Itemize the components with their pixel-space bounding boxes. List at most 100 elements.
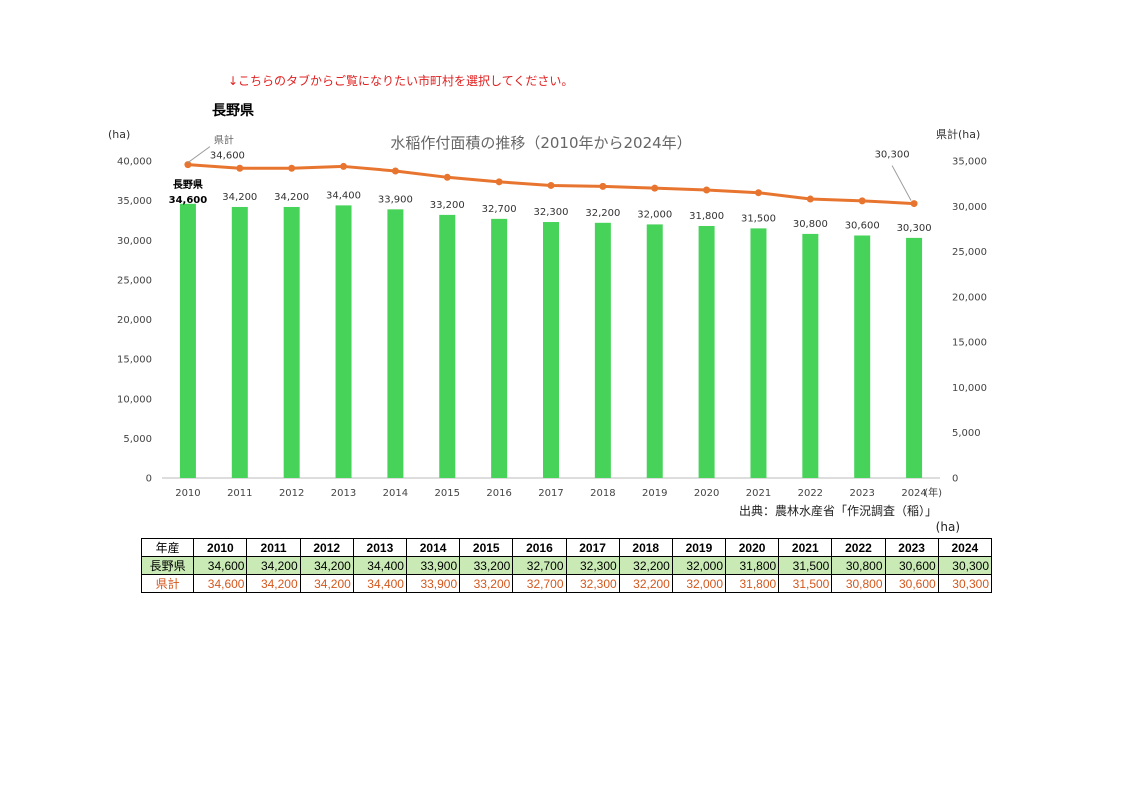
x-axis-unit: (年) bbox=[924, 486, 942, 499]
table-cell: 32,300 bbox=[565, 574, 620, 593]
right-axis-tick-label: 30,000 bbox=[952, 202, 987, 213]
line-last-leader bbox=[891, 165, 912, 201]
table-year-header: 2012 bbox=[299, 538, 354, 557]
table-cell: 32,000 bbox=[671, 556, 727, 575]
bar-first-value-label: 34,600 bbox=[169, 195, 208, 206]
right-axis-tick-label: 0 bbox=[952, 474, 958, 485]
line-point-2017 bbox=[547, 181, 555, 189]
bar-2010 bbox=[179, 203, 196, 479]
prefecture-title: 長野県 bbox=[212, 103, 254, 119]
line-point-2011 bbox=[236, 164, 244, 172]
area-trend-chart: 水稲作付面積の推移（2010年から2024年） (ha) 県計(ha) 0 5,000 1… bbox=[108, 127, 987, 499]
table-year-header: 2010 bbox=[193, 538, 248, 557]
table-cell: 31,800 bbox=[725, 556, 780, 575]
table-year-header: 2018 bbox=[618, 538, 673, 557]
line-point-2010 bbox=[184, 161, 192, 169]
x-axis-tick-label: 2018 bbox=[590, 488, 615, 499]
right-axis-unit: 県計(ha) bbox=[936, 127, 980, 141]
table-cell: 30,600 bbox=[884, 574, 939, 593]
table-cell: 30,800 bbox=[831, 574, 886, 593]
x-axis-tick-label: 2020 bbox=[694, 488, 719, 499]
line-series-leader bbox=[187, 146, 211, 164]
left-axis-tick-label: 20,000 bbox=[117, 315, 152, 326]
table-cell: 32,700 bbox=[512, 556, 567, 575]
table-cell: 34,200 bbox=[246, 556, 301, 575]
x-axis-tick-label: 2017 bbox=[538, 488, 563, 499]
bar-2023 bbox=[854, 235, 871, 478]
left-axis-tick-label: 40,000 bbox=[117, 157, 152, 168]
table-cell: 31,800 bbox=[725, 574, 780, 593]
table-cell: 34,200 bbox=[299, 556, 354, 575]
right-axis-tick-label: 10,000 bbox=[952, 383, 987, 394]
select-tab-notice: ↓こちらのタブからご覧になりたい市町村を選択してください。 bbox=[228, 74, 574, 88]
right-axis-tick-label: 5,000 bbox=[952, 428, 981, 439]
table-cell: 30,300 bbox=[937, 574, 993, 593]
data-source: 出典：農林水産省「作況調査（稲）」 bbox=[738, 504, 937, 518]
table-cell: 30,300 bbox=[937, 556, 993, 575]
table-cell: 31,500 bbox=[778, 574, 833, 593]
bar-data-label: 30,600 bbox=[845, 220, 880, 231]
right-axis-tick-label: 25,000 bbox=[952, 247, 987, 258]
line-point-2013 bbox=[340, 162, 348, 170]
table-cell: 33,200 bbox=[459, 574, 514, 593]
x-axis-tick-label: 2023 bbox=[849, 488, 874, 499]
x-axis-tick-label: 2021 bbox=[746, 488, 771, 499]
left-axis-tick-label: 25,000 bbox=[117, 275, 152, 286]
left-axis-tick-label: 10,000 bbox=[117, 394, 152, 405]
table-year-header: 2020 bbox=[725, 538, 780, 557]
x-axis-tick-label: 2015 bbox=[435, 488, 460, 499]
bar-2021 bbox=[750, 228, 767, 478]
table-cell: 34,600 bbox=[193, 556, 248, 575]
bar-data-label: 31,500 bbox=[741, 213, 776, 224]
left-axis-tick-label: 30,000 bbox=[117, 236, 152, 247]
left-axis-tick-label: 5,000 bbox=[123, 434, 152, 445]
table-year-header: 2015 bbox=[459, 538, 514, 557]
x-axis-tick-label: 2012 bbox=[279, 488, 304, 499]
table-cell: 34,200 bbox=[246, 574, 301, 593]
line-point-2016 bbox=[495, 178, 503, 186]
table-cell: 34,400 bbox=[352, 574, 407, 593]
bar-data-label: 34,200 bbox=[222, 192, 257, 203]
bar-data-label: 30,300 bbox=[897, 223, 932, 234]
table-body: 長野県 34,600 34,200 34,200 34,400 33,900 33,200 3… bbox=[140, 556, 993, 593]
table-row-label: 長野県 bbox=[140, 556, 195, 575]
bar-2020 bbox=[698, 225, 715, 478]
table-year-header: 2019 bbox=[671, 538, 727, 557]
x-axis-tick-label: 2016 bbox=[486, 488, 511, 499]
line-series-name-label: 県計 bbox=[214, 134, 234, 147]
table-header-label: 年産 bbox=[140, 538, 195, 557]
line-point-2020 bbox=[703, 186, 711, 194]
x-axis-tick-label: 2014 bbox=[383, 488, 408, 499]
bar-data-label: 32,000 bbox=[637, 209, 672, 220]
x-axis-tick-label: 2011 bbox=[227, 488, 252, 499]
table-cell: 33,900 bbox=[405, 574, 461, 593]
table-cell: 34,600 bbox=[193, 574, 248, 593]
bar-2018 bbox=[594, 222, 611, 478]
bar-2019 bbox=[646, 224, 663, 478]
line-point-2014 bbox=[391, 167, 399, 175]
bar-2013 bbox=[335, 205, 352, 478]
bar-2022 bbox=[802, 233, 819, 478]
left-axis-tick-label: 35,000 bbox=[117, 196, 152, 207]
table-year-header: 2023 bbox=[884, 538, 939, 557]
table-cell: 32,300 bbox=[565, 556, 620, 575]
table-cell: 32,200 bbox=[618, 574, 673, 593]
table-cell: 32,200 bbox=[618, 556, 673, 575]
bar-2016 bbox=[491, 218, 508, 479]
bar-data-label: 33,900 bbox=[378, 194, 413, 205]
line-point-2024 bbox=[910, 200, 918, 208]
bar-data-label: 30,800 bbox=[793, 219, 828, 230]
table-cell: 31,500 bbox=[778, 556, 833, 575]
bar-data-label: 31,800 bbox=[689, 211, 724, 222]
bar-series-name-label: 長野県 bbox=[173, 178, 203, 191]
area-data-table: 年産 2010 2011 2012 2013 2014 2015 2016 2017 2018 20… bbox=[140, 538, 993, 593]
table-cell: 30,800 bbox=[831, 556, 886, 575]
line-point-2018 bbox=[599, 182, 607, 190]
table-cell: 30,600 bbox=[884, 556, 939, 575]
table-year-header: 2024 bbox=[937, 538, 993, 557]
bar-data-label: 34,400 bbox=[326, 190, 361, 201]
table-row-label: 県計 bbox=[140, 574, 195, 593]
bar-2017 bbox=[543, 222, 559, 478]
bar-data-label: 33,200 bbox=[430, 200, 465, 211]
table-cell: 32,700 bbox=[512, 574, 567, 593]
